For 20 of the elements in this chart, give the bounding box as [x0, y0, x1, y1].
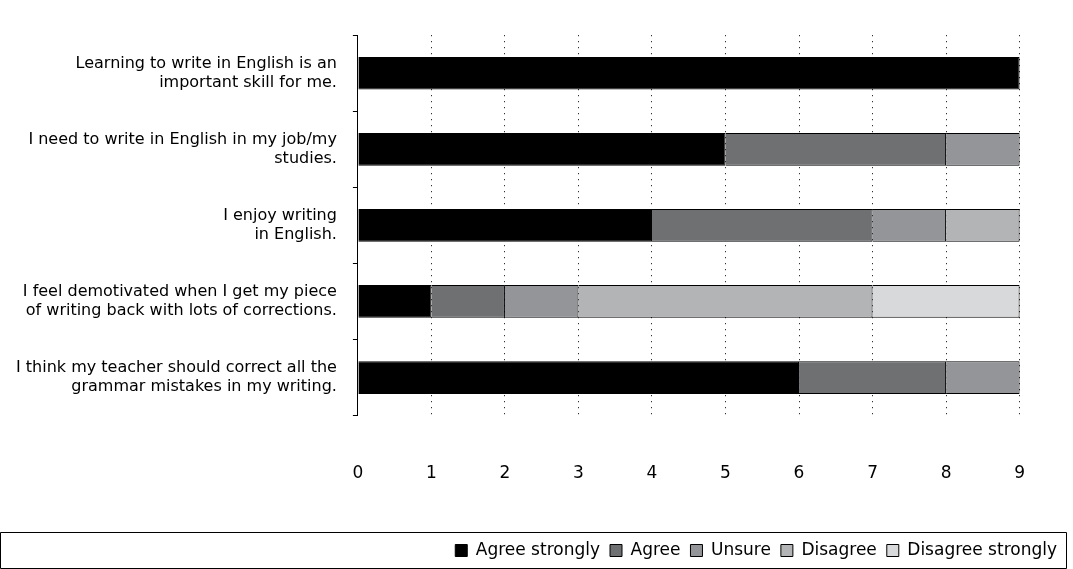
- legend-label: Disagree strongly: [907, 538, 1058, 559]
- x-tick-label: 0: [352, 462, 364, 483]
- legend-label: Agree: [630, 538, 681, 559]
- y-tick-label: Learning to write in English is an important skill for me.: [75, 52, 337, 91]
- y-tick-label: I think my teacher should correct all the grammar mistakes in my writing.: [16, 357, 337, 396]
- legend-label: Disagree: [801, 538, 877, 559]
- x-tick-label: 6: [793, 462, 805, 483]
- x-tick-label: 7: [867, 462, 878, 483]
- y-tick-label: I need to write in English in my job/my studies.: [28, 128, 337, 168]
- x-tick-label: 5: [720, 462, 731, 483]
- x-tick-label: 3: [573, 462, 584, 483]
- legend-label: Unsure: [710, 538, 771, 559]
- x-tick-label: 2: [499, 462, 511, 483]
- x-tick-label: 8: [940, 462, 952, 483]
- x-tick-label: 4: [646, 462, 658, 483]
- legend-label: Agree strongly: [475, 538, 601, 559]
- y-tick-label: I enjoy writing in English.: [223, 204, 337, 244]
- x-tick-label: 1: [426, 462, 437, 483]
- x-tick-label: 9: [1014, 462, 1026, 483]
- y-tick-label: I feel demotivated when I get my piece of writing back with lots of corrections.: [22, 281, 337, 320]
